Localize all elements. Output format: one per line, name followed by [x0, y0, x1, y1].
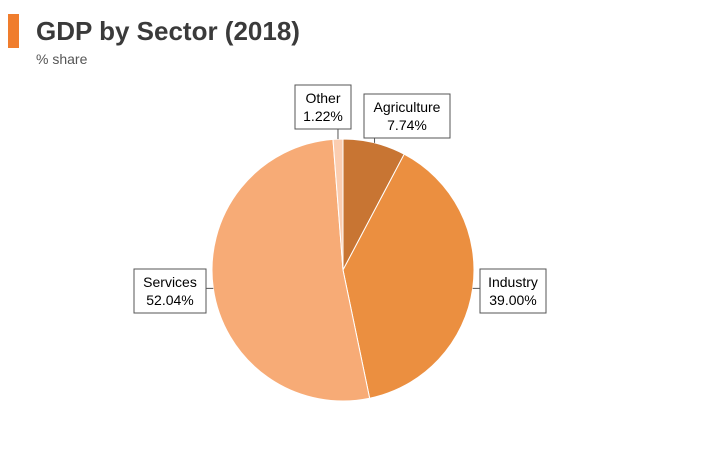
slice-label: Services [143, 274, 197, 290]
slice-label: Other [305, 90, 340, 106]
slice-value-label: 7.74% [387, 117, 427, 133]
callout-box [479, 268, 547, 314]
pie-slice-services [211, 138, 371, 402]
title-accent-bar [8, 14, 19, 48]
chart-title: GDP by Sector (2018) [36, 16, 300, 46]
slice-label: Industry [488, 274, 538, 290]
pie-slice-other [332, 138, 344, 271]
slice-value-label: 39.00% [489, 292, 536, 308]
pie-callouts: Agriculture 7.74% Industry 39.00% Services 52… [133, 84, 547, 314]
callout-other: Other 1.22% [294, 84, 352, 140]
pie-slices [211, 138, 475, 402]
pie-slice-industry [342, 153, 475, 399]
callout-industry: Industry 39.00% [472, 268, 547, 314]
callout-box [133, 268, 207, 314]
slice-label: Agriculture [374, 99, 441, 115]
callout-services: Services 52.04% [133, 268, 214, 314]
callout-box [294, 84, 352, 130]
slice-value-label: 52.04% [146, 292, 193, 308]
chart-subtitle: % share [36, 51, 88, 67]
callout-agriculture: Agriculture 7.74% [363, 93, 451, 143]
slice-value-label: 1.22% [303, 108, 343, 124]
callout-box [363, 93, 451, 139]
